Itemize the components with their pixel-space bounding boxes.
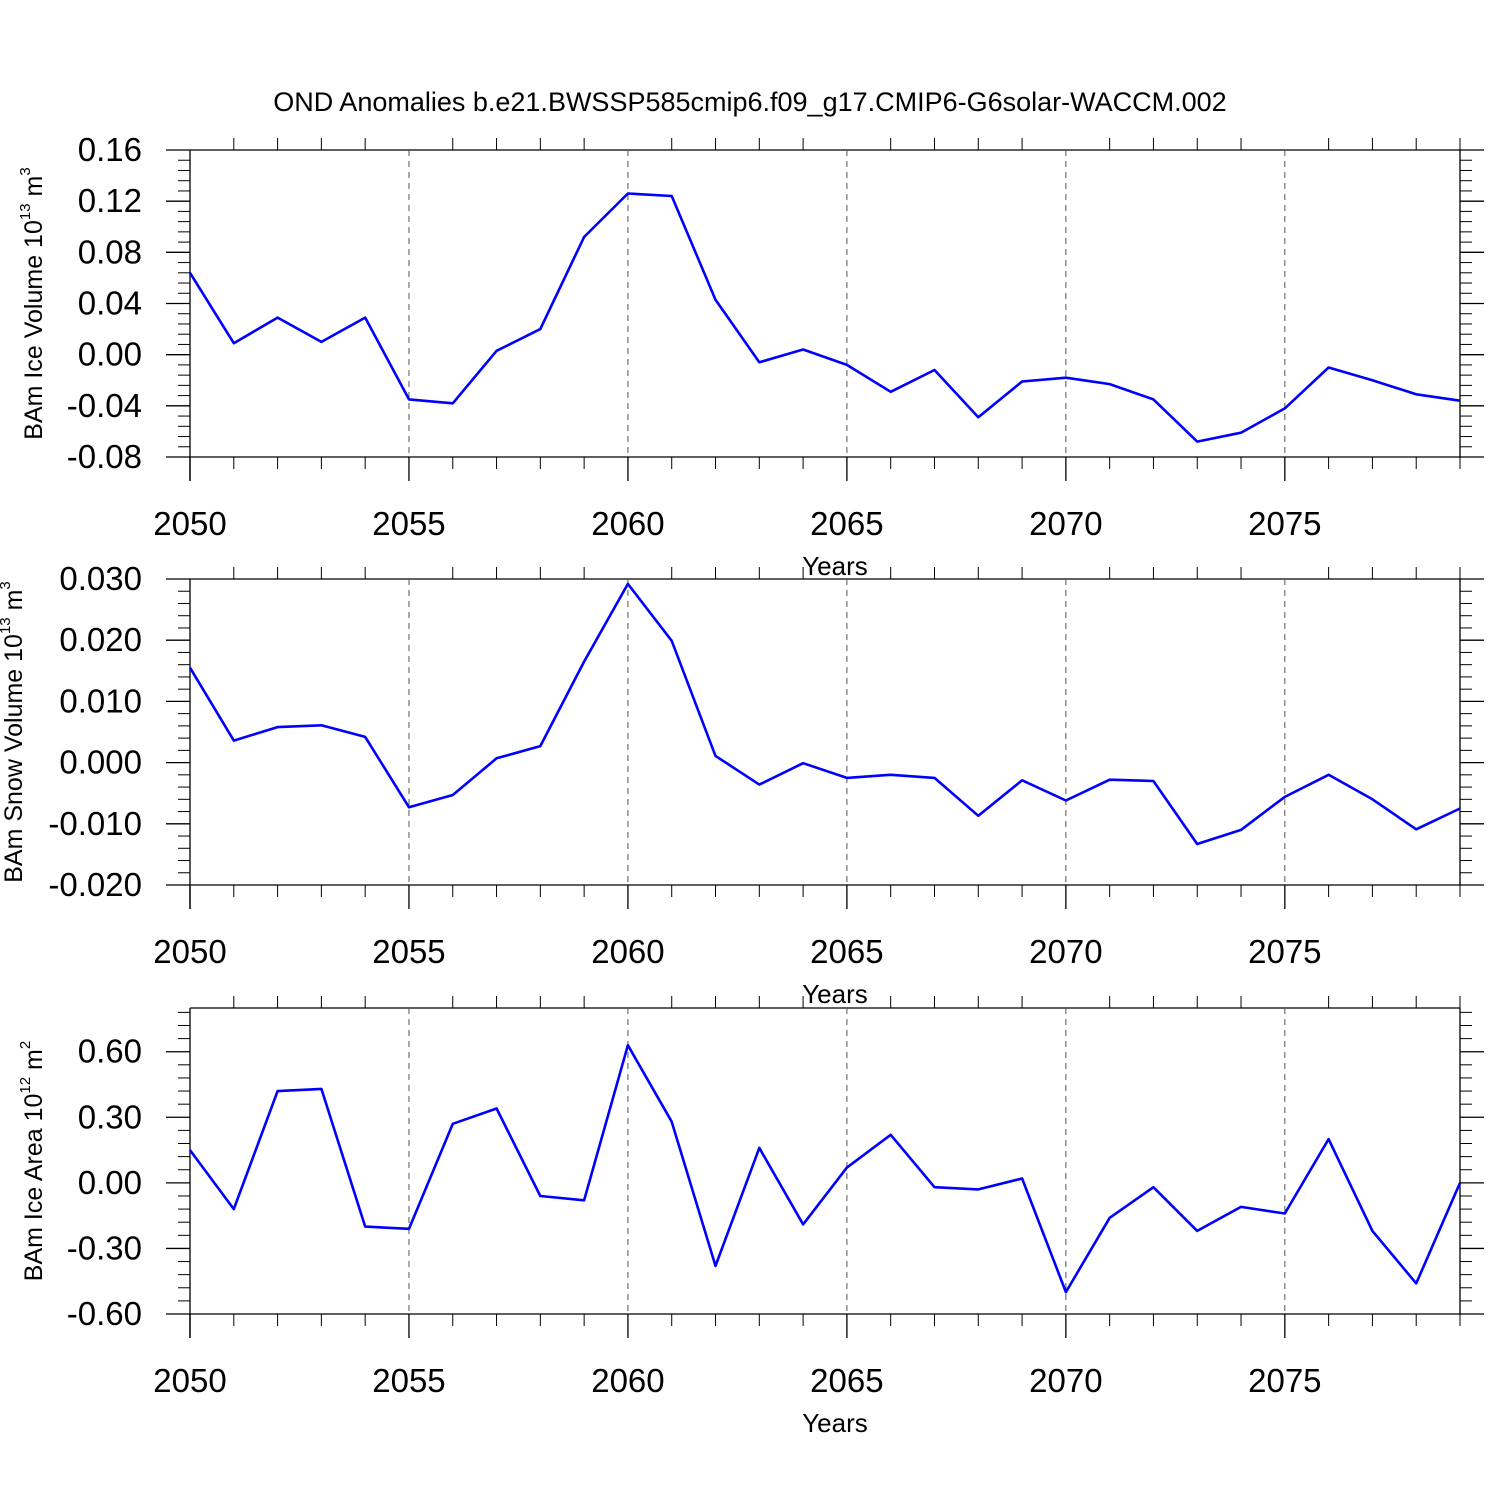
panel-1: 2050 2055 2060 2065 2070 2075 -0.08 -0.04 0.00 0.… <box>17 131 1484 581</box>
y-tick-label: 0.010 <box>59 682 142 719</box>
y-tick-label: -0.020 <box>48 866 142 903</box>
y-axis-label-exponent: 13 <box>0 617 14 634</box>
x-tick-label: 2055 <box>372 1362 445 1399</box>
y-axis-label-unit-exponent: 2 <box>17 1041 34 1049</box>
series-line <box>188 1043 1462 1294</box>
x-axis-label: Years <box>802 551 868 581</box>
y-tick-label: 0.030 <box>59 560 142 597</box>
y-tick-label: 0.04 <box>78 285 142 322</box>
x-tick-label: 2075 <box>1248 1362 1321 1399</box>
x-tick-label: 2070 <box>1029 1362 1102 1399</box>
y-axis-label: BAm Snow Volume 1013 m3 <box>0 581 28 883</box>
y-tick-label: -0.30 <box>67 1229 142 1266</box>
y-tick-label: 0.00 <box>78 336 142 373</box>
y-tick-label: -0.04 <box>67 387 142 424</box>
series-line <box>188 192 1461 443</box>
y-tick-label: 0.00 <box>78 1164 142 1201</box>
y-axis-label-unit: m <box>0 590 28 618</box>
x-tick-label: 2055 <box>372 933 445 970</box>
x-tick-label: 2075 <box>1248 933 1321 970</box>
x-tick-label: 2060 <box>591 1362 664 1399</box>
y-tick-label: 0.16 <box>78 131 142 168</box>
panel-2: 2050 2055 2060 2065 2070 2075 -0.020 -0.010 0.00… <box>0 560 1484 1009</box>
y-axis-label-unit-exponent: 3 <box>17 167 34 175</box>
y-axis-label: BAm Ice Area 1012 m2 <box>17 1041 48 1281</box>
y-axis-label-main: BAm Ice Area 10 <box>20 1094 48 1282</box>
y-axis-label-unit: m <box>20 1049 48 1077</box>
x-tick-label: 2050 <box>153 1362 226 1399</box>
y-axis-label-exponent: 12 <box>17 1077 34 1094</box>
x-tick-label: 2065 <box>810 933 883 970</box>
y-tick-label: 0.000 <box>59 744 142 781</box>
x-tick-label: 2070 <box>1029 933 1102 970</box>
y-tick-label: 0.020 <box>59 621 142 658</box>
x-tick-label: 2050 <box>153 505 226 542</box>
x-tick-label: 2060 <box>591 505 664 542</box>
series-line <box>188 582 1461 846</box>
y-axis-label-exponent: 13 <box>17 203 34 220</box>
y-tick-label: 0.08 <box>78 233 142 270</box>
y-tick-label: -0.60 <box>67 1295 142 1332</box>
x-tick-label: 2075 <box>1248 505 1321 542</box>
y-tick-label: -0.08 <box>67 438 142 475</box>
y-tick-label: 0.30 <box>78 1098 142 1135</box>
y-tick-label: -0.010 <box>48 805 142 842</box>
x-axis-label: Years <box>802 979 868 1009</box>
x-tick-label: 2070 <box>1029 505 1102 542</box>
panel-3: 2050 2055 2060 2065 2070 2075 -0.60 -0.30 0.00 0.… <box>17 996 1484 1438</box>
x-tick-label: 2060 <box>591 933 664 970</box>
y-axis-label-main: BAm Snow Volume 10 <box>0 634 28 883</box>
y-axis-label-unit-exponent: 3 <box>0 581 14 589</box>
x-tick-label: 2050 <box>153 933 226 970</box>
y-tick-label: 0.60 <box>78 1033 142 1070</box>
y-axis-label-main: BAm Ice Volume 10 <box>20 220 48 440</box>
x-tick-label: 2065 <box>810 505 883 542</box>
chart-title: OND Anomalies b.e21.BWSSP585cmip6.f09_g1… <box>273 87 1226 117</box>
y-tick-label: 0.12 <box>78 182 142 219</box>
y-axis-label: BAm Ice Volume 1013 m3 <box>17 167 48 439</box>
x-axis-label: Years <box>802 1408 868 1438</box>
x-tick-label: 2065 <box>810 1362 883 1399</box>
x-tick-label: 2055 <box>372 505 445 542</box>
y-axis-label-unit: m <box>20 176 48 204</box>
